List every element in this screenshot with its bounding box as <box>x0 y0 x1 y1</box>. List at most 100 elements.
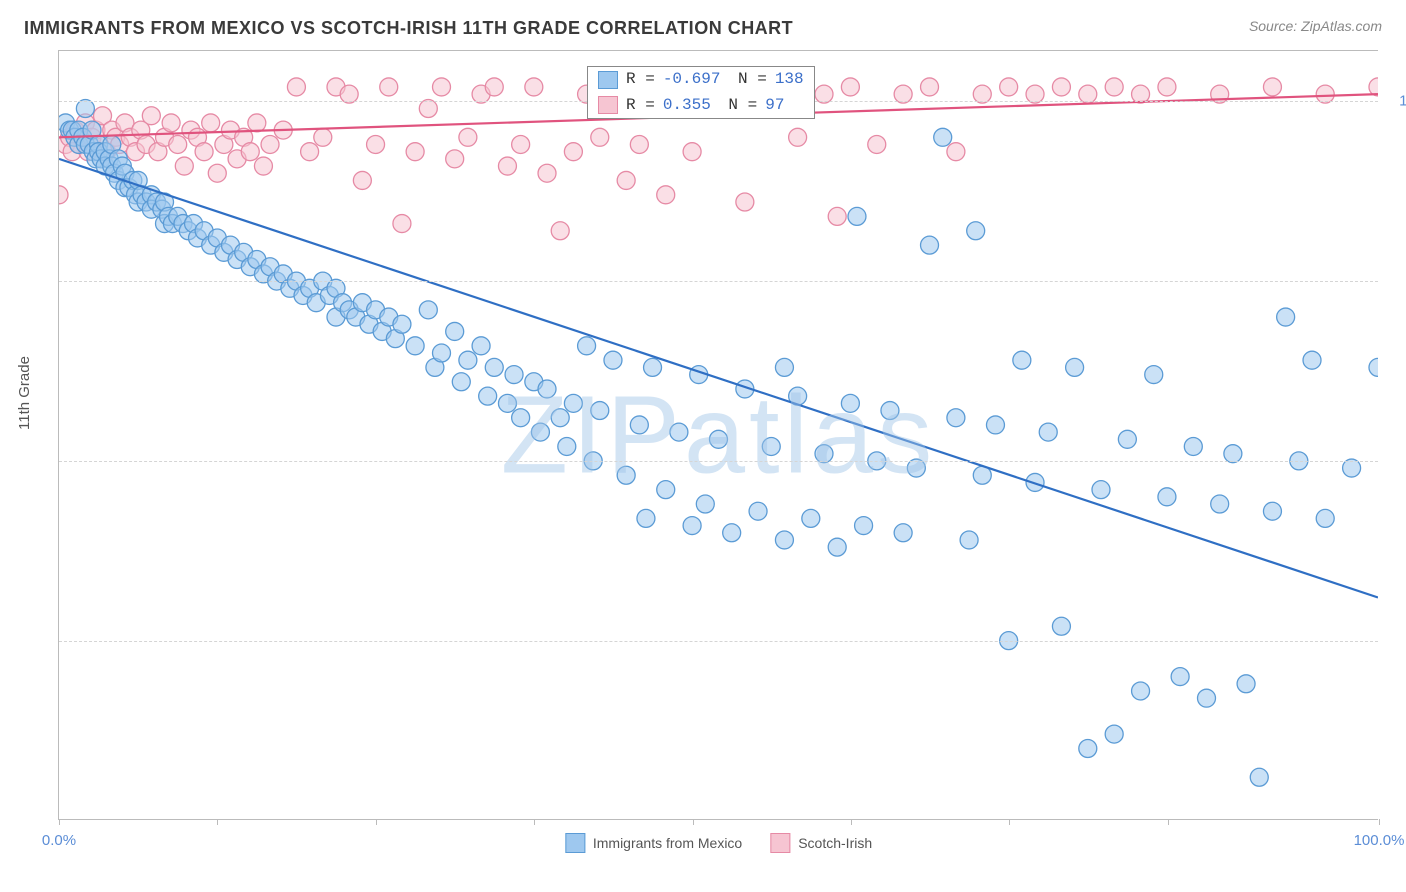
stats-row: R = 0.355 N = 97 <box>588 93 814 118</box>
scatter-point <box>301 143 319 161</box>
scatter-point <box>868 135 886 153</box>
scatter-point <box>241 143 259 161</box>
scatter-point <box>604 351 622 369</box>
legend-swatch <box>565 833 585 853</box>
scatter-point <box>564 394 582 412</box>
scatter-point <box>261 135 279 153</box>
scatter-point <box>815 445 833 463</box>
stats-label: N = <box>719 94 757 117</box>
scatter-point <box>1105 725 1123 743</box>
legend-swatch <box>598 96 618 114</box>
legend-swatch <box>770 833 790 853</box>
scatter-point <box>367 135 385 153</box>
scatter-point <box>498 394 516 412</box>
scatter-point <box>1066 358 1084 376</box>
scatter-point <box>208 164 226 182</box>
scatter-point <box>485 78 503 96</box>
scatter-point <box>578 337 596 355</box>
scatter-point <box>921 236 939 254</box>
trend-line <box>59 159 1378 598</box>
scatter-point <box>551 222 569 240</box>
scatter-point <box>479 387 497 405</box>
scatter-point <box>505 366 523 384</box>
scatter-point <box>446 150 464 168</box>
scatter-plot <box>59 51 1378 820</box>
scatter-point <box>591 128 609 146</box>
x-tick <box>376 819 377 825</box>
scatter-point <box>637 509 655 527</box>
scatter-point <box>657 186 675 204</box>
scatter-point <box>683 517 701 535</box>
legend-item: Scotch-Irish <box>770 833 872 853</box>
y-tick-label: 100.0% <box>1399 93 1406 110</box>
scatter-point <box>881 402 899 420</box>
scatter-point <box>947 409 965 427</box>
scatter-point <box>1079 740 1097 758</box>
stats-n-value: 138 <box>775 68 804 91</box>
scatter-point <box>59 186 68 204</box>
scatter-point <box>1263 78 1281 96</box>
scatter-point <box>1237 675 1255 693</box>
scatter-point <box>670 423 688 441</box>
scatter-point <box>1052 617 1070 635</box>
scatter-point <box>406 143 424 161</box>
stats-label: R = <box>626 68 655 91</box>
scatter-point <box>459 128 477 146</box>
scatter-point <box>617 171 635 189</box>
scatter-point <box>723 524 741 542</box>
scatter-point <box>1013 351 1031 369</box>
scatter-point <box>848 207 866 225</box>
scatter-point <box>142 107 160 125</box>
scatter-point <box>591 402 609 420</box>
scatter-point <box>657 481 675 499</box>
scatter-point <box>1171 668 1189 686</box>
scatter-point <box>202 114 220 132</box>
scatter-point <box>472 337 490 355</box>
scatter-point <box>1105 78 1123 96</box>
scatter-point <box>828 207 846 225</box>
scatter-point <box>1158 78 1176 96</box>
scatter-point <box>531 423 549 441</box>
scatter-point <box>498 157 516 175</box>
legend-label: Scotch-Irish <box>798 835 872 851</box>
x-tick <box>851 819 852 825</box>
scatter-point <box>433 78 451 96</box>
scatter-point <box>683 143 701 161</box>
stats-label: R = <box>626 94 655 117</box>
scatter-point <box>1224 445 1242 463</box>
scatter-point <box>709 430 727 448</box>
x-tick <box>1168 819 1169 825</box>
source-attribution: Source: ZipAtlas.com <box>1249 18 1382 34</box>
scatter-point <box>921 78 939 96</box>
scatter-point <box>1263 502 1281 520</box>
scatter-point <box>1303 351 1321 369</box>
scatter-point <box>175 157 193 175</box>
x-tick <box>1379 819 1380 825</box>
scatter-point <box>841 394 859 412</box>
scatter-point <box>419 301 437 319</box>
scatter-point <box>1132 682 1150 700</box>
scatter-point <box>947 143 965 161</box>
scatter-point <box>855 517 873 535</box>
scatter-point <box>1092 481 1110 499</box>
stats-box: R =-0.697 N =138R = 0.355 N = 97 <box>587 66 815 118</box>
scatter-point <box>736 193 754 211</box>
scatter-point <box>248 114 266 132</box>
scatter-point <box>287 78 305 96</box>
stats-n-value: 97 <box>765 94 784 117</box>
scatter-point <box>393 215 411 233</box>
x-tick <box>59 819 60 825</box>
scatter-point <box>841 78 859 96</box>
scatter-point <box>644 358 662 376</box>
scatter-point <box>1211 495 1229 513</box>
gridline <box>59 641 1378 642</box>
chart-title: IMMIGRANTS FROM MEXICO VS SCOTCH-IRISH 1… <box>24 18 793 39</box>
scatter-point <box>406 337 424 355</box>
scatter-point <box>1052 78 1070 96</box>
scatter-point <box>1118 430 1136 448</box>
scatter-point <box>1000 78 1018 96</box>
scatter-point <box>696 495 714 513</box>
scatter-point <box>452 373 470 391</box>
scatter-point <box>749 502 767 520</box>
legend-label: Immigrants from Mexico <box>593 835 742 851</box>
